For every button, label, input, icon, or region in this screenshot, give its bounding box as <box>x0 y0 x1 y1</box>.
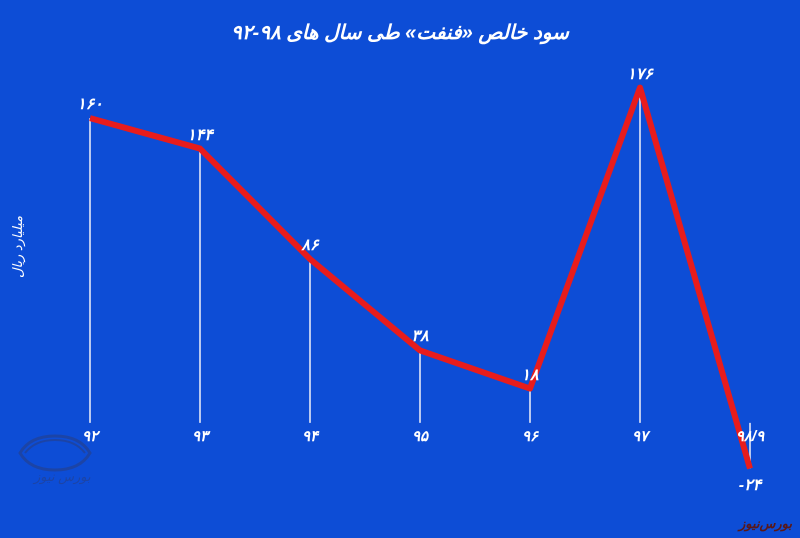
x-axis-tick-label: ۹۷ <box>632 427 648 445</box>
data-point-label: ۳۸ <box>411 326 428 346</box>
x-axis-tick-label: ۹۶ <box>522 427 538 445</box>
watermark-logo: بورس نیوز <box>10 418 100 488</box>
source-credit: بورس‌نیوز <box>739 516 792 532</box>
x-axis-tick-label: ۹۸/۹ <box>736 427 764 445</box>
data-point-label: ۱۸ <box>521 365 538 385</box>
x-axis-tick-label: ۹۵ <box>412 427 428 445</box>
x-axis-tick-label: ۹۳ <box>192 427 208 445</box>
chart-svg <box>60 80 780 480</box>
data-point-label: ۱۶۰ <box>77 94 103 114</box>
y-axis-label: میلیارد ریال <box>10 216 26 278</box>
x-axis-tick-label: ۹۴ <box>302 427 318 445</box>
chart-plot-area: ۱۶۰۹۲۱۴۴۹۳۸۶۹۴۳۸۹۵۱۸۹۶۱۷۶۹۷-۲۴۹۸/۹ <box>60 80 780 480</box>
chart-title: سود خالص «فنفت» طی سال های ۹۸-۹۲ <box>0 0 800 45</box>
data-point-label: ۸۶ <box>301 235 318 255</box>
data-point-label: ۱۴۴ <box>187 125 213 145</box>
data-point-label: ۱۷۶ <box>627 64 653 84</box>
data-point-label: -۲۴ <box>739 475 762 495</box>
svg-text:بورس نیوز: بورس نیوز <box>32 469 91 485</box>
